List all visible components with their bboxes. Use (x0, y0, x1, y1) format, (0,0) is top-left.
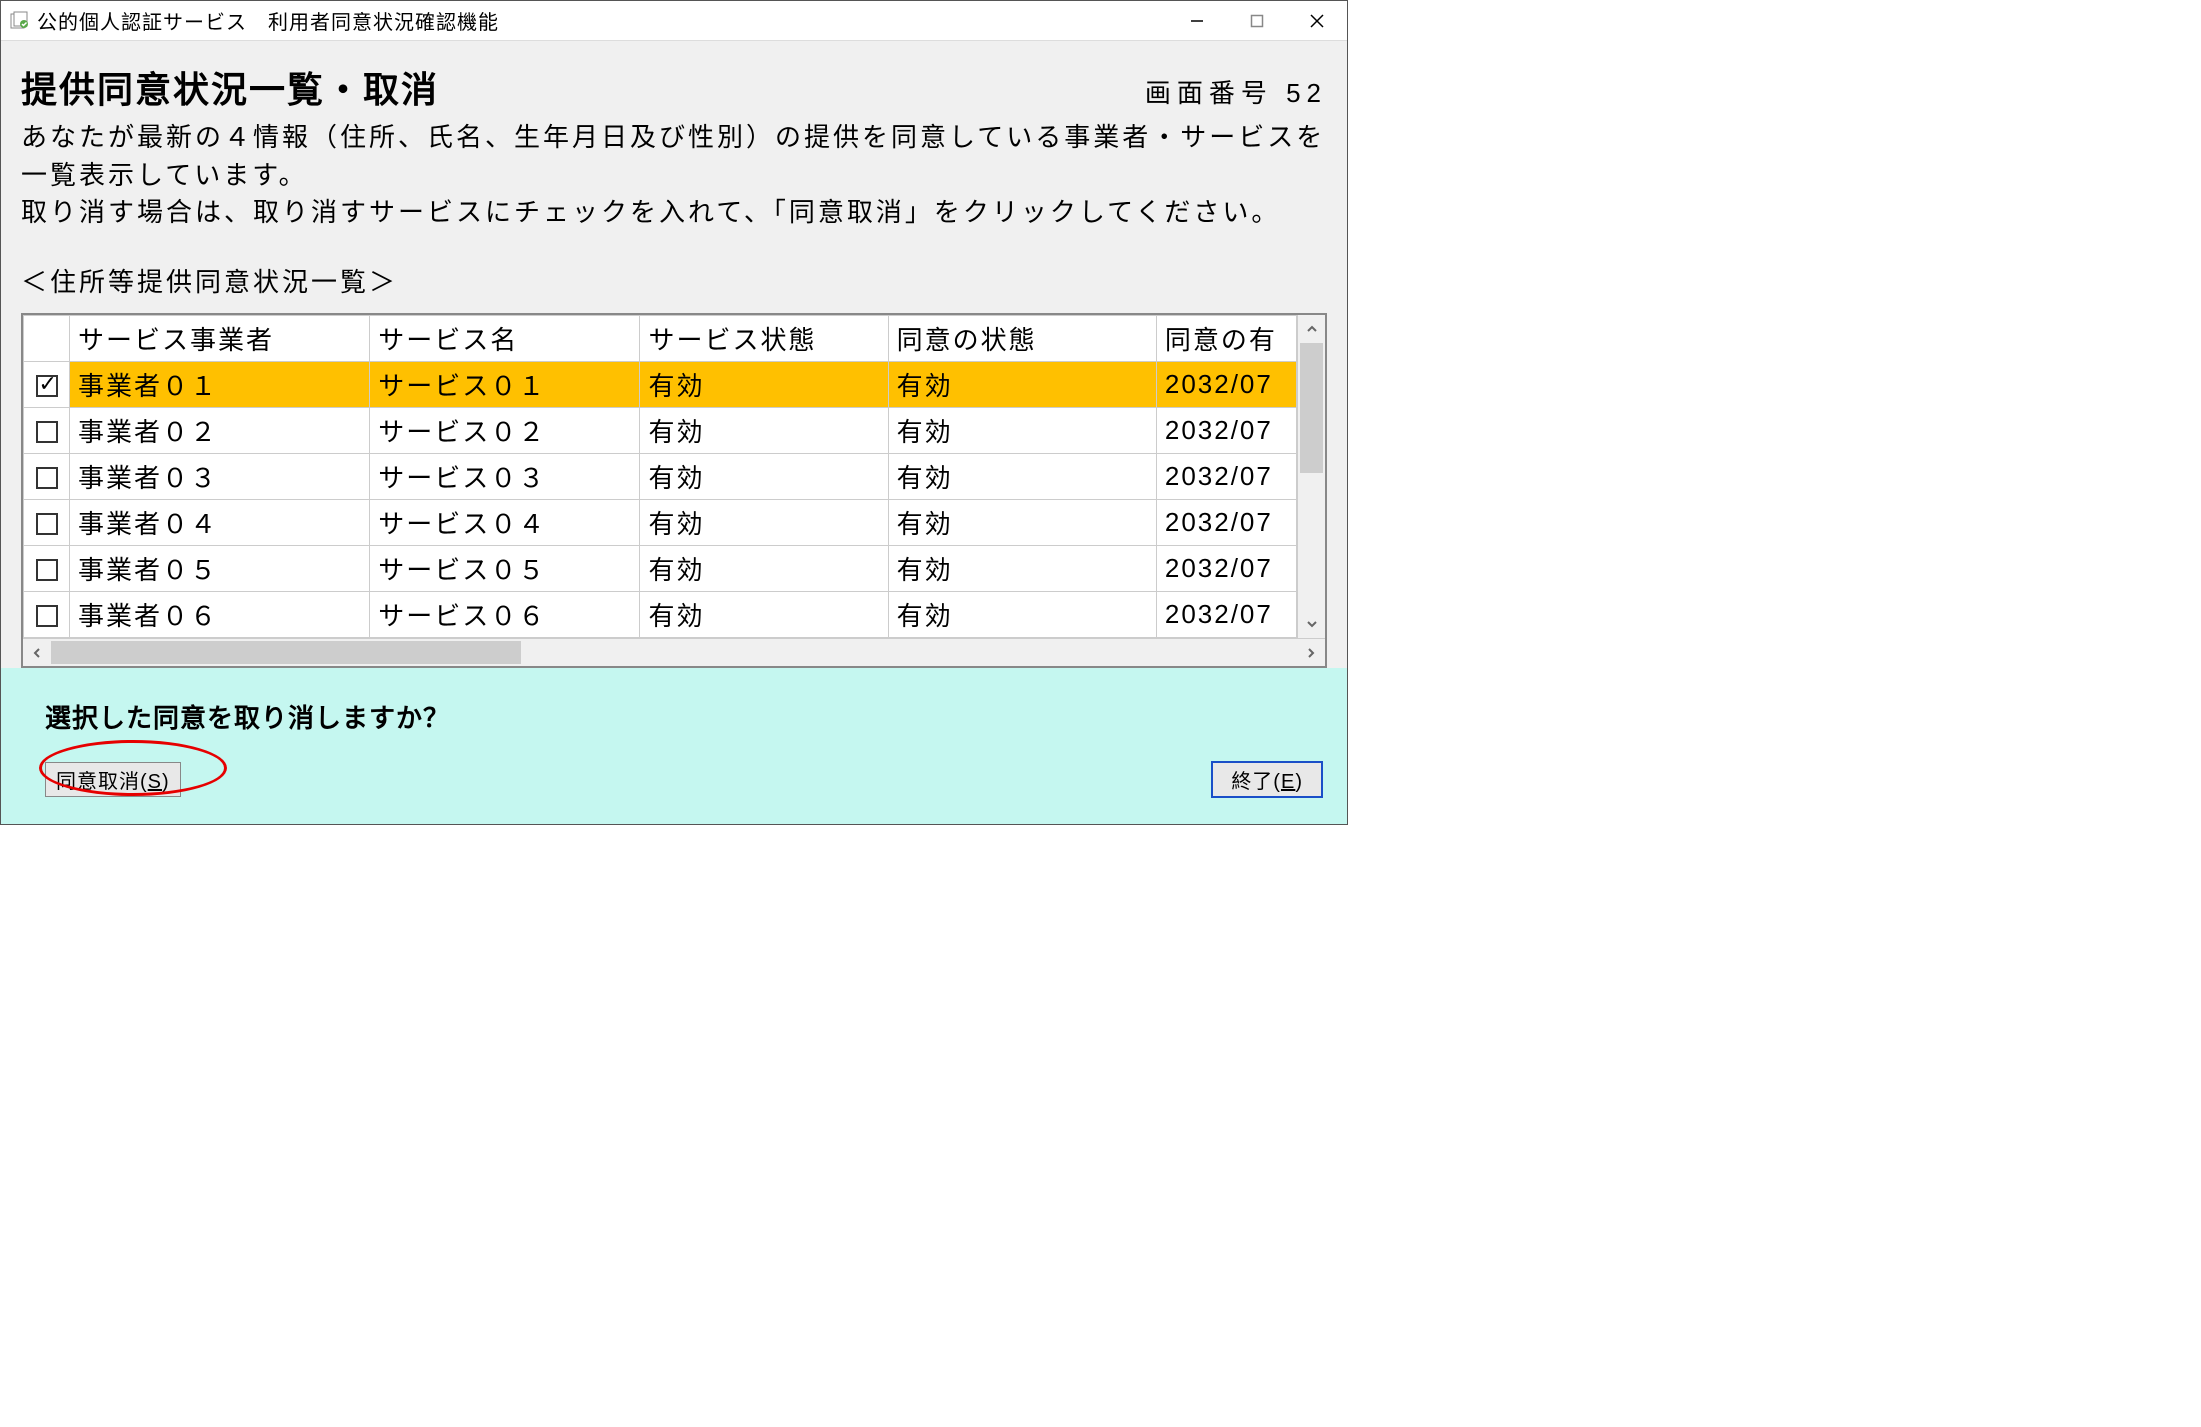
row-checkbox-cell[interactable] (24, 454, 70, 500)
row-checkbox-cell[interactable] (24, 500, 70, 546)
cell-consent_date: 2032/07 (1156, 592, 1296, 638)
table-row[interactable]: 事業者０４サービス０４有効有効2032/07 (24, 500, 1297, 546)
maximize-button[interactable] (1227, 1, 1287, 40)
cell-provider: 事業者０４ (70, 500, 370, 546)
row-checkbox[interactable] (36, 467, 58, 489)
exit-button[interactable]: 終了(E) (1211, 761, 1323, 798)
col-provider[interactable]: サービス事業者 (70, 316, 370, 362)
description: あなたが最新の４情報（住所、氏名、生年月日及び性別）の提供を同意している事業者・… (21, 119, 1327, 232)
confirm-question: 選択した同意を取り消しますか？ (45, 698, 1323, 735)
cell-service: サービス０５ (370, 546, 640, 592)
h-scroll-track[interactable] (51, 639, 1297, 666)
table-row[interactable]: 事業者０６サービス０６有効有効2032/07 (24, 592, 1297, 638)
table-row[interactable]: 事業者０３サービス０３有効有効2032/07 (24, 454, 1297, 500)
cell-provider: 事業者０２ (70, 408, 370, 454)
cell-provider: 事業者０１ (70, 362, 370, 408)
cancel-consent-button[interactable]: 同意取消(S) (45, 762, 181, 797)
row-checkbox[interactable] (36, 605, 58, 627)
row-checkbox-cell[interactable] (24, 408, 70, 454)
cell-service_status: 有効 (640, 454, 888, 500)
minimize-button[interactable] (1167, 1, 1227, 40)
col-service[interactable]: サービス名 (370, 316, 640, 362)
row-checkbox[interactable] (36, 559, 58, 581)
scroll-left-arrow-icon[interactable] (23, 639, 51, 666)
table-row[interactable]: 事業者０２サービス０２有効有効2032/07 (24, 408, 1297, 454)
cell-consent_status: 有効 (888, 592, 1156, 638)
window-title: 公的個人認証サービス 利用者同意状況確認機能 (37, 6, 1167, 35)
app-icon (9, 11, 29, 31)
scroll-right-arrow-icon[interactable] (1297, 639, 1325, 666)
window-controls (1167, 1, 1347, 40)
cell-service: サービス０４ (370, 500, 640, 546)
page-heading: 提供同意状況一覧・取消 (21, 61, 1145, 113)
vertical-scrollbar[interactable] (1297, 315, 1325, 638)
screen-number: 画面番号 52 (1145, 73, 1327, 110)
consent-grid: サービス事業者 サービス名 サービス状態 同意の状態 同意の有 事業者０１サービ… (21, 313, 1327, 668)
cell-consent_date: 2032/07 (1156, 454, 1296, 500)
titlebar: 公的個人認証サービス 利用者同意状況確認機能 (1, 1, 1347, 41)
cell-provider: 事業者０５ (70, 546, 370, 592)
row-checkbox-cell[interactable] (24, 592, 70, 638)
cell-consent_status: 有効 (888, 500, 1156, 546)
table-row[interactable]: 事業者０１サービス０１有効有効2032/07 (24, 362, 1297, 408)
cell-consent_date: 2032/07 (1156, 546, 1296, 592)
cell-service: サービス０３ (370, 454, 640, 500)
cell-service_status: 有効 (640, 546, 888, 592)
cell-consent_date: 2032/07 (1156, 362, 1296, 408)
cell-consent_status: 有効 (888, 362, 1156, 408)
cell-service: サービス０６ (370, 592, 640, 638)
cell-provider: 事業者０３ (70, 454, 370, 500)
content-area: 提供同意状況一覧・取消 画面番号 52 あなたが最新の４情報（住所、氏名、生年月… (1, 41, 1347, 668)
row-checkbox-cell[interactable] (24, 546, 70, 592)
col-consent-status[interactable]: 同意の状態 (888, 316, 1156, 362)
list-label: ＜住所等提供同意状況一覧＞ (21, 262, 1327, 299)
col-service-status[interactable]: サービス状態 (640, 316, 888, 362)
cell-consent_status: 有効 (888, 408, 1156, 454)
scroll-down-arrow-icon[interactable] (1298, 610, 1325, 638)
scroll-up-arrow-icon[interactable] (1298, 315, 1325, 343)
table-row[interactable]: 事業者０５サービス０５有効有効2032/07 (24, 546, 1297, 592)
row-checkbox-cell[interactable] (24, 362, 70, 408)
cell-service_status: 有効 (640, 362, 888, 408)
footer-panel: 選択した同意を取り消しますか？ 同意取消(S) 終了(E) (1, 668, 1347, 824)
cell-service_status: 有効 (640, 408, 888, 454)
cell-consent_date: 2032/07 (1156, 500, 1296, 546)
cell-service_status: 有効 (640, 592, 888, 638)
cell-consent_status: 有効 (888, 546, 1156, 592)
cell-consent_status: 有効 (888, 454, 1156, 500)
row-checkbox[interactable] (36, 375, 58, 397)
horizontal-scrollbar[interactable] (23, 638, 1325, 666)
row-checkbox[interactable] (36, 421, 58, 443)
cell-consent_date: 2032/07 (1156, 408, 1296, 454)
v-scroll-track[interactable] (1298, 343, 1325, 610)
app-window: 公的個人認証サービス 利用者同意状況確認機能 提供同意状況一覧・取消 画面番号 … (0, 0, 1348, 825)
cell-provider: 事業者０６ (70, 592, 370, 638)
col-consent-date[interactable]: 同意の有 (1156, 316, 1296, 362)
close-button[interactable] (1287, 1, 1347, 40)
cell-service: サービス０１ (370, 362, 640, 408)
cell-service_status: 有効 (640, 500, 888, 546)
h-scroll-thumb[interactable] (51, 641, 521, 664)
col-check (24, 316, 70, 362)
consent-table: サービス事業者 サービス名 サービス状態 同意の状態 同意の有 事業者０１サービ… (23, 315, 1297, 638)
v-scroll-thumb[interactable] (1300, 343, 1323, 473)
row-checkbox[interactable] (36, 513, 58, 535)
table-header-row: サービス事業者 サービス名 サービス状態 同意の状態 同意の有 (24, 316, 1297, 362)
cell-service: サービス０２ (370, 408, 640, 454)
